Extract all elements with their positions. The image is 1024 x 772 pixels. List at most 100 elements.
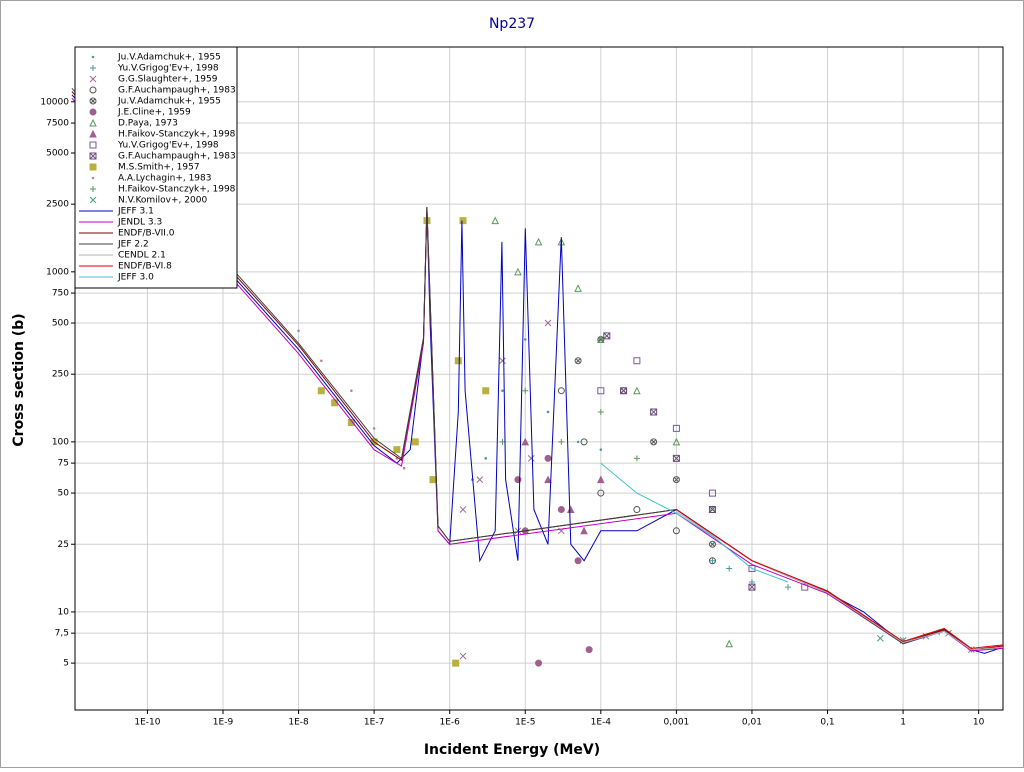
data-point xyxy=(708,506,716,514)
y-tick-label: 25 xyxy=(58,540,69,550)
legend-label: ENDF/B-VI.8 xyxy=(118,262,172,272)
legend-label: JEFF 3.0 xyxy=(117,273,154,283)
legend-label: Ju.V.Adamchuk+, 1955 xyxy=(117,53,221,63)
y-tick-label: 10 xyxy=(58,607,70,617)
data-point xyxy=(501,389,504,392)
legend-box xyxy=(74,46,238,289)
x-tick-label: 1 xyxy=(900,718,906,728)
legend-marker xyxy=(89,141,97,149)
data-point xyxy=(372,427,376,430)
data-point xyxy=(558,438,565,445)
x-tick-label: 10 xyxy=(973,718,985,728)
legend-label: JEFF 3.1 xyxy=(117,207,154,217)
data-point xyxy=(522,387,529,394)
y-tick-label: 10000 xyxy=(40,97,69,107)
data-point xyxy=(597,387,605,395)
data-point xyxy=(748,583,756,591)
legend-marker xyxy=(89,129,97,138)
legend-label: M.S.Smith+, 1957 xyxy=(118,163,200,173)
legend-marker xyxy=(89,75,97,83)
data-point xyxy=(521,437,530,446)
legend-marker xyxy=(89,108,97,116)
y-tick-label: 7500 xyxy=(46,119,69,129)
data-point xyxy=(597,335,605,344)
data-point xyxy=(557,506,565,513)
legend-label: J.E.Cline+, 1959 xyxy=(117,108,191,118)
legend-label: JENDL 3.3 xyxy=(117,218,162,228)
plot-border xyxy=(74,46,1004,711)
data-point xyxy=(534,237,543,246)
data-point xyxy=(672,424,680,432)
data-point xyxy=(650,438,658,446)
data-point xyxy=(599,448,603,451)
data-point xyxy=(320,359,323,363)
y-tick-label: 750 xyxy=(52,289,69,299)
legend-label: A.A.Lychagin+, 1983 xyxy=(118,174,212,184)
data-point xyxy=(297,329,300,333)
y-tick-label: 50 xyxy=(58,489,70,499)
legend-marker xyxy=(89,163,97,171)
x-tick-label: 0,001 xyxy=(664,718,690,728)
legend-label: G.F.Auchampaugh+, 1983 xyxy=(118,152,236,162)
legend-marker xyxy=(89,118,97,127)
data-point xyxy=(603,332,611,340)
data-point xyxy=(597,489,605,497)
chart-title: Np237 xyxy=(489,16,535,32)
data-point xyxy=(633,357,641,365)
x-tick-label: 1E-9 xyxy=(213,718,234,728)
data-point xyxy=(499,357,506,365)
legend-marker xyxy=(89,97,97,105)
data-point xyxy=(484,457,488,460)
data-point xyxy=(801,583,809,591)
y-axis-label: Cross section (b) xyxy=(11,313,27,446)
data-point xyxy=(726,565,733,572)
legend-label: G.G.Slaughter+, 1959 xyxy=(118,75,218,85)
legend-label: D.Paya, 1973 xyxy=(118,119,178,129)
series-line xyxy=(600,462,789,583)
data-point xyxy=(633,506,641,513)
data-point xyxy=(574,284,582,292)
data-point xyxy=(514,267,522,276)
data-point xyxy=(580,526,588,535)
legend-marker xyxy=(89,152,97,160)
y-tick-label: 500 xyxy=(52,319,69,329)
data-point xyxy=(709,557,716,564)
data-point xyxy=(459,652,467,660)
data-point xyxy=(402,466,406,470)
data-point xyxy=(347,419,355,427)
data-point xyxy=(544,454,552,462)
x-tick-label: 1E-8 xyxy=(288,718,309,728)
data-point xyxy=(597,408,604,415)
data-point xyxy=(350,389,353,392)
data-point xyxy=(514,527,522,535)
data-point xyxy=(574,357,582,365)
data-point xyxy=(576,440,580,444)
y-tick-label: 5000 xyxy=(46,148,69,158)
data-point xyxy=(672,527,680,535)
legend-label: N.V.Komilov+, 2000 xyxy=(118,196,207,206)
y-tick-label: 7,5 xyxy=(55,629,69,639)
x-tick-label: 1E-5 xyxy=(515,718,535,728)
plot-area xyxy=(71,87,1004,667)
data-point xyxy=(535,659,543,667)
data-point xyxy=(633,455,640,462)
data-point xyxy=(620,387,628,395)
grid: 1E-10 1E-9 1E-8 1E-7 1E-6 1E-5 1E-4 0,001 0,01 0,… xyxy=(40,46,1004,728)
legend-marker xyxy=(90,186,96,192)
data-point xyxy=(672,476,680,484)
legend-label: JEF 2.2 xyxy=(117,240,149,250)
data-point xyxy=(708,540,716,548)
legend-marker xyxy=(90,65,96,71)
data-point xyxy=(523,338,527,341)
data-point xyxy=(557,387,565,395)
data-point xyxy=(574,557,582,565)
data-point xyxy=(452,659,460,667)
data-point xyxy=(491,216,500,225)
y-tick-label: 1000 xyxy=(46,267,69,277)
y-tick-label: 5 xyxy=(63,659,69,669)
data-point xyxy=(454,357,462,365)
data-point xyxy=(580,438,588,446)
data-point xyxy=(429,476,437,484)
data-point xyxy=(527,455,535,462)
data-point xyxy=(672,437,681,446)
